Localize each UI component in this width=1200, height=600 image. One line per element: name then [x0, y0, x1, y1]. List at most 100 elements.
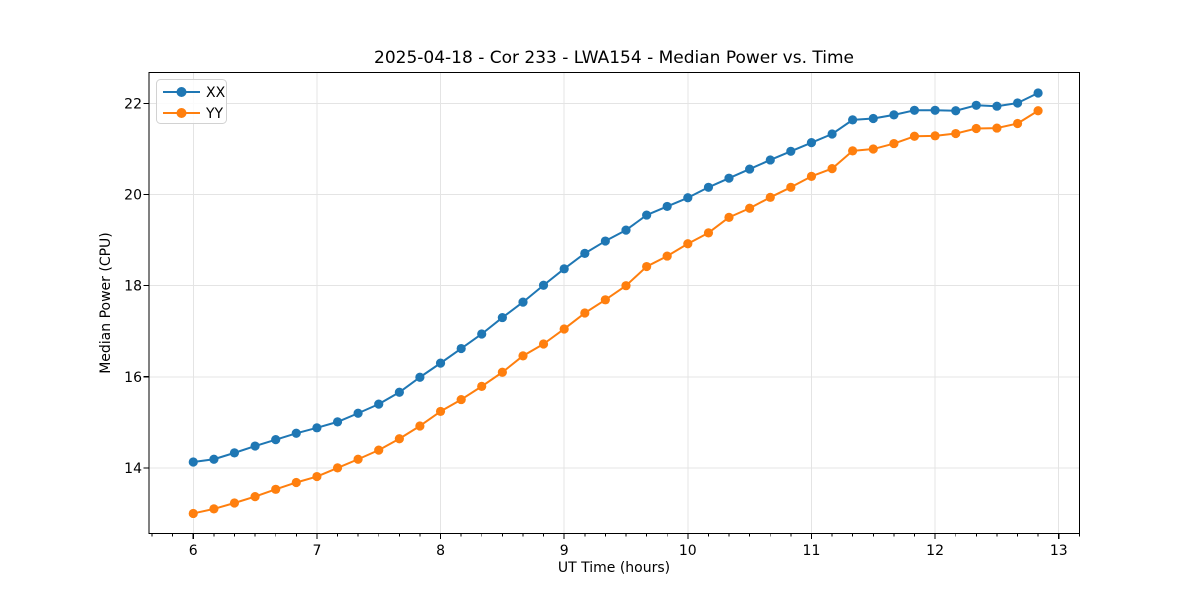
- data-point: [703, 182, 714, 192]
- data-point: [992, 101, 1002, 111]
- data-point: [621, 281, 631, 291]
- data-point: [312, 471, 322, 482]
- data-point: [332, 417, 343, 427]
- grid: [149, 72, 1080, 534]
- data-point: [209, 454, 219, 464]
- data-point: [538, 339, 549, 349]
- data-point: [188, 457, 198, 467]
- legend[interactable]: XX YY: [156, 79, 227, 124]
- data-point: [662, 251, 672, 261]
- data-point: [909, 105, 920, 115]
- data-point: [724, 173, 734, 183]
- data-point: [889, 138, 899, 149]
- x-tick-label: 10: [679, 543, 697, 559]
- data-point: [1012, 98, 1023, 108]
- legend-item-yy: YY: [163, 106, 224, 122]
- y-tick-label: 14: [124, 461, 142, 477]
- data-point: [374, 445, 384, 455]
- y-tick-label: 18: [124, 279, 142, 295]
- x-tick-label: 8: [436, 543, 445, 559]
- data-point: [951, 106, 961, 116]
- data-point: [291, 477, 301, 488]
- data-point: [662, 201, 672, 212]
- data-point: [642, 261, 652, 272]
- data-point: [868, 113, 878, 124]
- x-tick-label: 12: [926, 543, 944, 559]
- legend-sample-marker-0: [176, 87, 187, 97]
- y-tick-label: 16: [124, 370, 142, 386]
- data-point: [188, 508, 198, 519]
- data-point: [538, 280, 549, 290]
- x-axis: 6 7 8 9 10 11 12 13: [151, 533, 1080, 559]
- data-point: [806, 138, 817, 148]
- data-point: [971, 100, 981, 110]
- data-point: [271, 435, 281, 445]
- data-point: [435, 406, 446, 417]
- plot-border: [148, 71, 1081, 535]
- data-point: [765, 155, 775, 165]
- x-tick-label: 11: [803, 543, 821, 559]
- y-tick-label: 20: [124, 188, 142, 204]
- data-point: [229, 448, 240, 458]
- legend-label-xx: XX: [206, 85, 226, 101]
- data-point: [497, 312, 507, 323]
- data-point: [683, 239, 693, 249]
- series-YY-markers: [188, 106, 1043, 519]
- series-XX-line: [192, 91, 1040, 463]
- data-point: [971, 123, 981, 134]
- data-point: [992, 123, 1002, 133]
- x-tick-label: 13: [1050, 543, 1068, 559]
- legend-sample-marker-1: [176, 108, 187, 118]
- legend-label-yy: YY: [205, 106, 224, 122]
- x-tick-label: 9: [560, 543, 569, 559]
- data-point: [580, 248, 590, 258]
- data-point: [930, 131, 940, 141]
- data-point: [868, 144, 878, 154]
- data-point: [250, 441, 260, 451]
- data-point: [600, 236, 610, 246]
- data-point: [353, 408, 363, 418]
- x-tick-label: 7: [312, 543, 321, 559]
- data-point: [456, 394, 466, 405]
- data-point: [786, 146, 796, 156]
- data-point: [456, 343, 466, 354]
- data-point: [477, 381, 487, 391]
- data-point: [229, 498, 240, 508]
- series-XX-markers: [188, 88, 1043, 467]
- data-point: [1033, 88, 1043, 98]
- legend-item-xx: XX: [163, 85, 226, 101]
- data-point: [642, 210, 652, 220]
- data-point: [415, 421, 425, 431]
- data-point: [889, 110, 899, 120]
- data-point: [745, 203, 755, 213]
- data-point: [827, 164, 837, 174]
- data-point: [580, 308, 590, 318]
- data-point: [1033, 106, 1043, 116]
- data-point: [518, 351, 528, 361]
- data-point: [291, 428, 301, 438]
- data-point: [621, 225, 631, 235]
- data-point: [806, 171, 817, 181]
- data-point: [332, 463, 343, 473]
- data-point: [600, 295, 610, 305]
- data-point: [848, 146, 858, 156]
- data-point: [559, 264, 569, 274]
- data-point: [745, 164, 755, 174]
- data-point: [683, 193, 693, 203]
- data-point: [559, 324, 569, 334]
- data-point: [250, 492, 260, 502]
- x-axis-label: UT Time (hours): [558, 560, 670, 576]
- data-point: [1012, 118, 1023, 129]
- data-point: [374, 399, 384, 409]
- data-point: [703, 228, 714, 238]
- data-point: [518, 297, 528, 307]
- data-point: [930, 105, 940, 115]
- data-point: [435, 358, 446, 368]
- data-point: [353, 454, 363, 464]
- chart-title: 2025-04-18 - Cor 233 - LWA154 - Median P…: [374, 48, 854, 68]
- y-tick-label: 22: [124, 96, 142, 112]
- y-axis-label: Median Power (CPU): [98, 232, 114, 374]
- series-YY-line: [192, 109, 1040, 515]
